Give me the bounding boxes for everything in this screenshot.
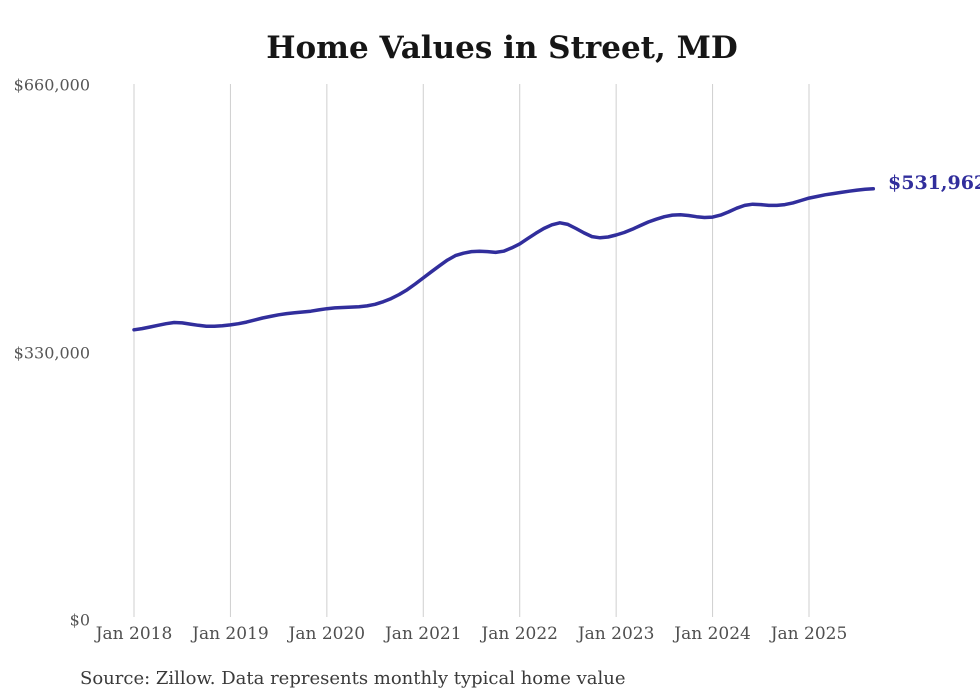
x-axis-tick-label: Jan 2019: [192, 624, 269, 644]
x-axis-tick-label: Jan 2023: [577, 624, 655, 644]
x-axis-tick-label: Jan 2021: [384, 624, 462, 644]
source-note: Source: Zillow. Data represents monthly …: [80, 668, 626, 689]
x-axis-tick-label: Jan 2018: [95, 624, 173, 644]
y-axis-tick-label: $0: [69, 610, 90, 630]
x-axis-tick-label: Jan 2020: [288, 624, 366, 644]
y-axis-tick-label: $330,000: [13, 343, 90, 362]
chart-title: Home Values in Street, MD: [266, 30, 738, 66]
x-axis-tick-label: Jan 2025: [770, 624, 848, 644]
x-axis-tick-label: Jan 2024: [674, 624, 751, 644]
home-value-line: [132, 187, 876, 332]
x-axis-tick-label: Jan 2022: [481, 624, 558, 644]
latest-value-label: $531,962: [888, 172, 980, 194]
y-axis-tick-label: $660,000: [13, 75, 90, 95]
